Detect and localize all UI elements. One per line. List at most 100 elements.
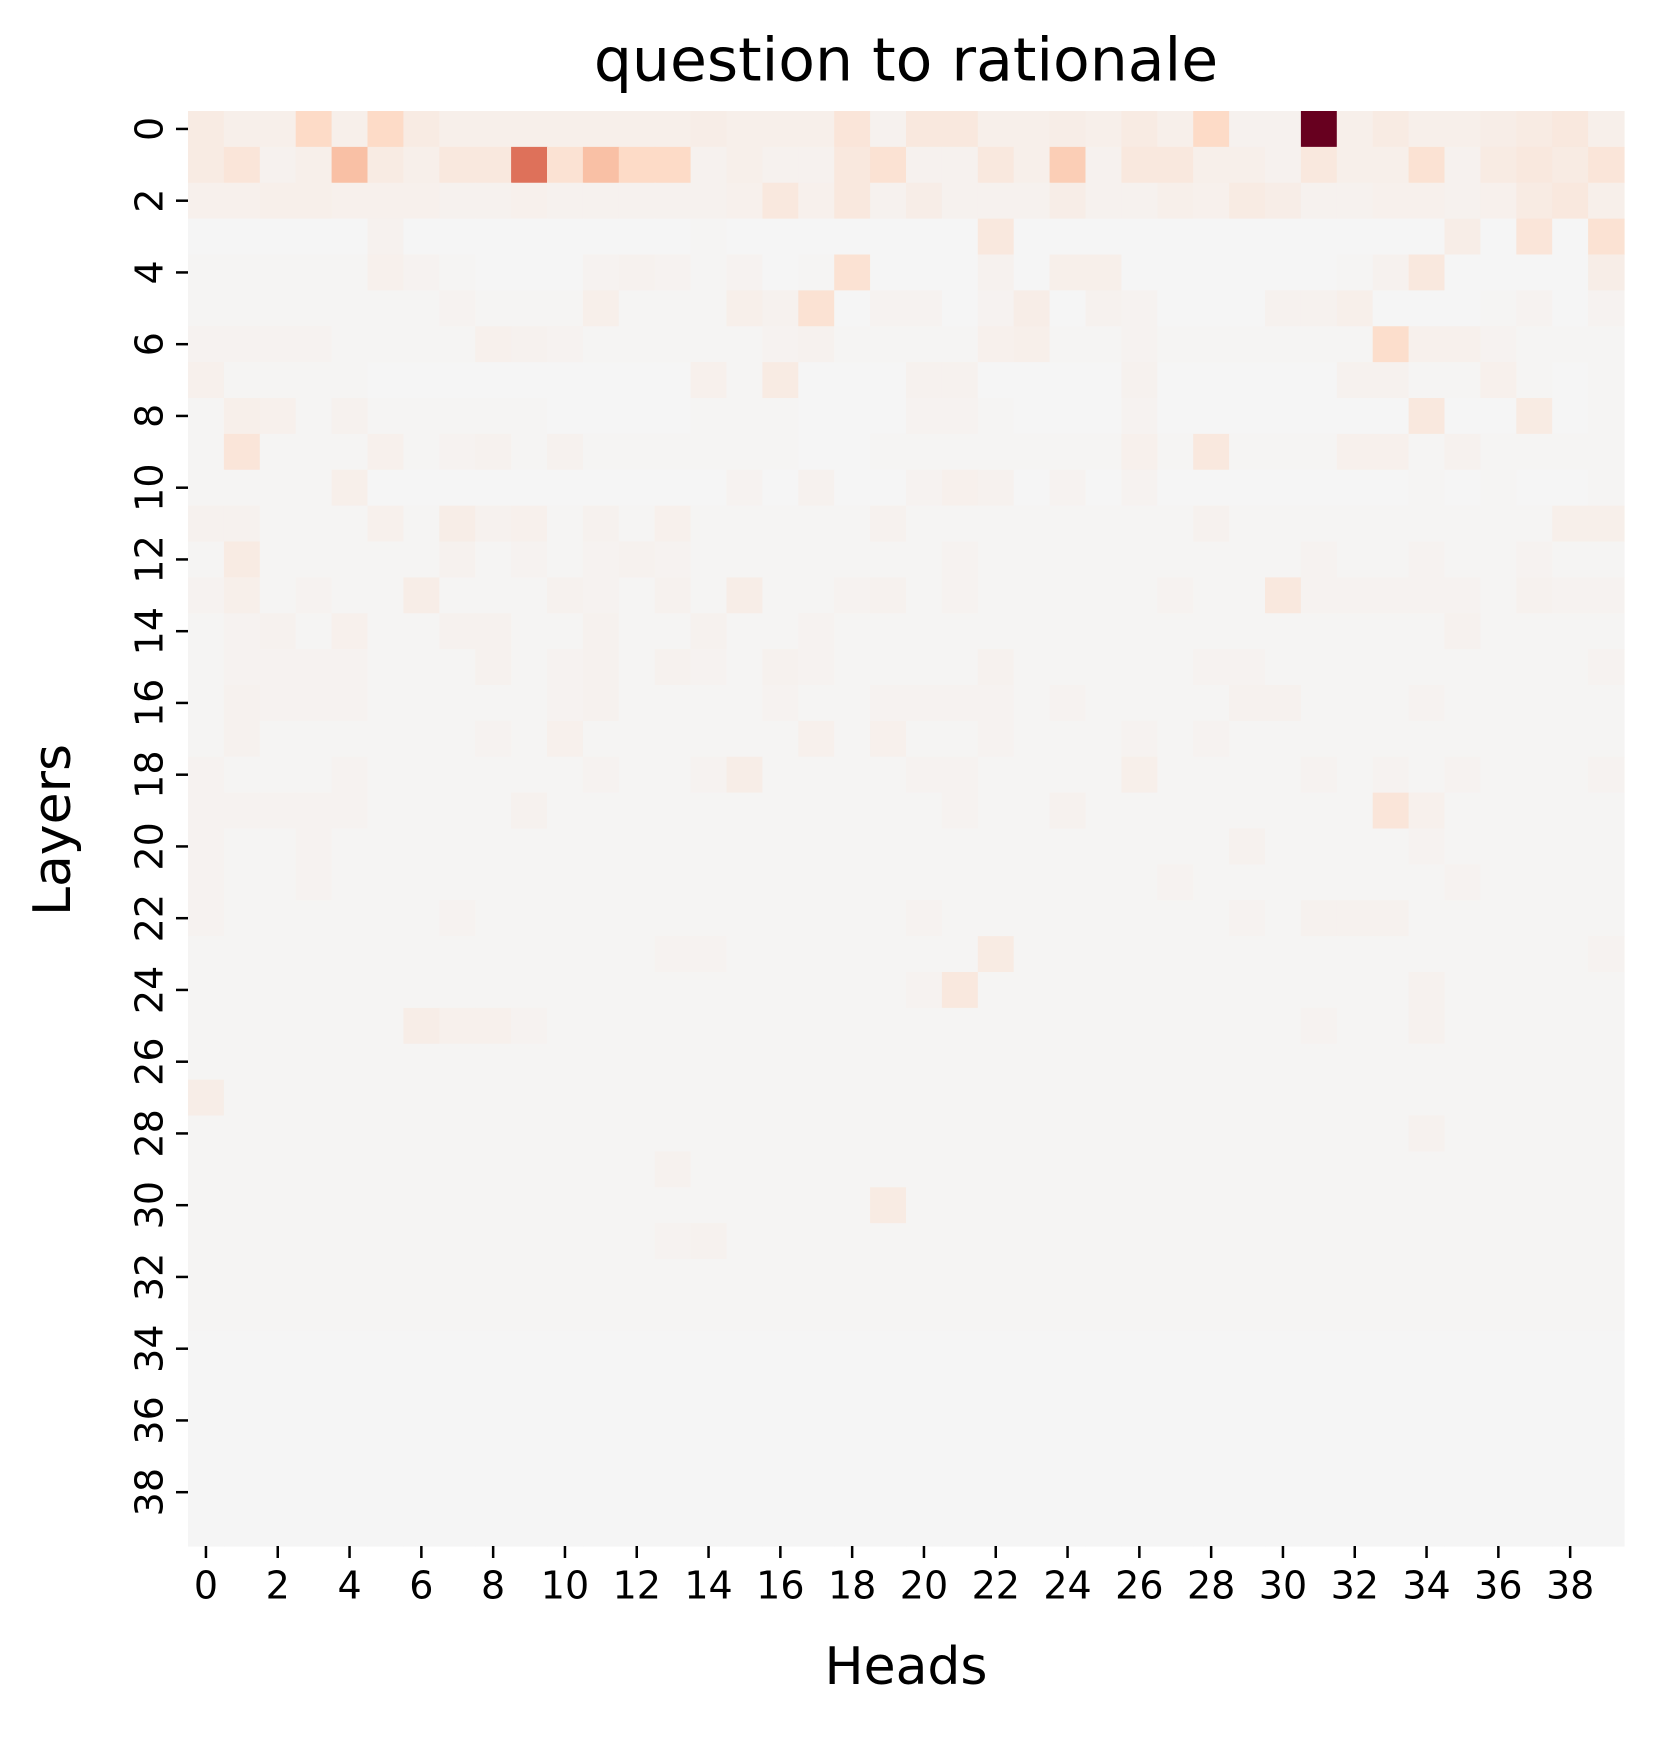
heatmap-cell [977, 864, 1015, 901]
heatmap-cell [367, 1115, 404, 1152]
y-tick-label: 38 [128, 1468, 172, 1516]
heatmap-cell [726, 1294, 763, 1332]
heatmap-cell [798, 146, 835, 184]
heatmap-cell [1229, 720, 1266, 758]
heatmap-cell [259, 1259, 297, 1296]
heatmap-cell [475, 1223, 512, 1260]
heatmap-cell [1444, 1151, 1481, 1188]
heatmap-cell [870, 1187, 907, 1224]
heatmap-cell [762, 649, 799, 686]
heatmap-cell [1300, 1474, 1338, 1511]
heatmap-cell [547, 326, 584, 363]
heatmap-cell [1193, 972, 1230, 1009]
y-tick-label: 22 [128, 894, 172, 942]
heatmap-cell [188, 1007, 225, 1045]
heatmap-cell [1121, 1438, 1158, 1475]
heatmap-cell [223, 1510, 261, 1547]
heatmap-cell [1265, 326, 1302, 363]
heatmap-cell [1193, 1366, 1230, 1404]
heatmap-cell [1300, 900, 1338, 937]
heatmap-cell [690, 685, 728, 722]
heatmap-cell [1588, 1115, 1625, 1152]
heatmap-cell [762, 398, 799, 435]
heatmap-cell [1121, 972, 1158, 1009]
heatmap-cell [439, 1043, 476, 1081]
heatmap-cell [1444, 828, 1481, 865]
heatmap-cell [726, 577, 763, 614]
heatmap-cell [1013, 720, 1051, 758]
heatmap-cell [1516, 828, 1553, 865]
heatmap-cell [582, 1079, 620, 1117]
heatmap-cell [654, 111, 692, 148]
heatmap-cell [1085, 254, 1122, 291]
heatmap-cell [870, 541, 907, 578]
heatmap-cell [941, 1330, 979, 1368]
heatmap-cell [1372, 1115, 1410, 1152]
heatmap-cell [1372, 792, 1410, 830]
heatmap-cell [762, 1223, 799, 1260]
heatmap-cell [1265, 900, 1302, 937]
heatmap-cell [654, 433, 692, 471]
heatmap-cell [834, 792, 871, 830]
heatmap-cell [1085, 936, 1122, 973]
heatmap-cell [906, 1187, 943, 1224]
heatmap-cell [1013, 1366, 1051, 1404]
heatmap-cell [1552, 1510, 1589, 1547]
heatmap-cell [1372, 218, 1410, 256]
heatmap-cell [941, 613, 979, 650]
y-tick-label: 24 [128, 966, 172, 1014]
heatmap-cell [475, 362, 512, 399]
heatmap-cell [439, 146, 476, 184]
heatmap-cell [726, 756, 763, 794]
heatmap-cell [188, 936, 225, 973]
heatmap-cell [403, 146, 440, 184]
heatmap-cell [475, 649, 512, 686]
heatmap-cell [1588, 936, 1625, 973]
heatmap-cell [1408, 1115, 1446, 1152]
heatmap-cell [941, 505, 979, 543]
heatmap-cell [798, 613, 835, 650]
heatmap-cell [798, 1294, 835, 1332]
heatmap-cell [1516, 756, 1553, 794]
heatmap-cell [547, 1223, 584, 1260]
heatmap-cell [403, 613, 440, 650]
heatmap-cell [1049, 433, 1087, 471]
heatmap-cell [798, 1187, 835, 1224]
heatmap-cell [223, 864, 261, 901]
heatmap-cell [654, 1223, 692, 1260]
heatmap-cell [331, 290, 369, 327]
heatmap-cell [367, 505, 404, 543]
heatmap-cell [870, 972, 907, 1009]
heatmap-cell [1336, 649, 1374, 686]
heatmap-cell [1049, 1294, 1087, 1332]
heatmap-cell [1121, 649, 1158, 686]
heatmap-cell [259, 936, 297, 973]
heatmap-cell [834, 1402, 871, 1439]
heatmap-cell [259, 1438, 297, 1475]
heatmap-cell [654, 1402, 692, 1439]
heatmap-cell [367, 1007, 404, 1045]
heatmap-cell [582, 1402, 620, 1439]
heatmap-cell [941, 577, 979, 614]
heatmap-cell [654, 649, 692, 686]
heatmap-cell [367, 792, 404, 830]
heatmap-cell [1444, 900, 1481, 937]
heatmap-cell [1265, 541, 1302, 578]
heatmap-cell [511, 1366, 548, 1404]
heatmap-cell [1552, 1402, 1589, 1439]
heatmap-cell [1444, 936, 1481, 973]
heatmap-cell [941, 828, 979, 865]
heatmap-cell [1049, 182, 1087, 220]
heatmap-cell [1372, 649, 1410, 686]
heatmap-cell [295, 1151, 333, 1188]
heatmap-cell [439, 613, 476, 650]
heatmap-cell [223, 792, 261, 830]
heatmap-cell [582, 398, 620, 435]
heatmap-cell [1444, 1115, 1481, 1152]
heatmap-cell [1372, 469, 1410, 507]
heatmap-cell [906, 577, 943, 614]
heatmap-cell [1265, 720, 1302, 758]
heatmap-cell [1121, 398, 1158, 435]
heatmap-cell [547, 362, 584, 399]
heatmap-cell [439, 505, 476, 543]
